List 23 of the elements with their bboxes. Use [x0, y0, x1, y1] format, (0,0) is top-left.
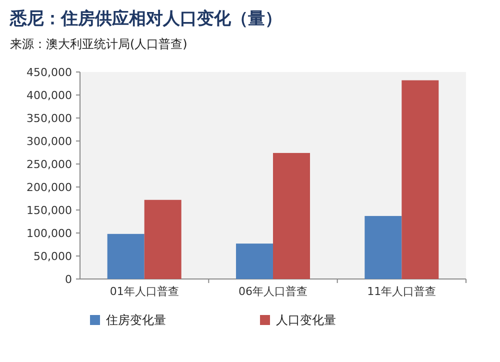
- y-tick-label: 350,000: [26, 112, 72, 125]
- y-tick-label: 450,000: [26, 66, 72, 79]
- x-tick-label: 01年人口普查: [110, 285, 179, 298]
- y-tick-label: 250,000: [26, 158, 72, 171]
- bar: [402, 80, 439, 279]
- x-tick-label: 11年人口普查: [367, 285, 436, 298]
- bar: [236, 244, 273, 279]
- y-tick-label: 400,000: [26, 89, 72, 102]
- y-tick-label: 300,000: [26, 135, 72, 148]
- y-tick-label: 150,000: [26, 204, 72, 217]
- bar: [107, 234, 144, 279]
- legend-label: 住房变化量: [105, 313, 166, 327]
- y-tick-label: 50,000: [34, 250, 72, 263]
- bar: [144, 200, 182, 279]
- y-tick-label: 0: [65, 273, 72, 286]
- chart-subtitle: 来源：澳大利亚统计局(人口普查): [10, 37, 188, 51]
- bar: [273, 152, 310, 279]
- y-tick-label: 100,000: [26, 227, 72, 240]
- x-tick-label: 06年人口普查: [238, 285, 308, 298]
- legend-label: 人口变化量: [276, 313, 336, 327]
- bar: [364, 216, 402, 279]
- y-tick-label: 200,000: [26, 181, 72, 194]
- chart-title: 悉尼：住房供应相对人口变化（量）: [9, 9, 282, 29]
